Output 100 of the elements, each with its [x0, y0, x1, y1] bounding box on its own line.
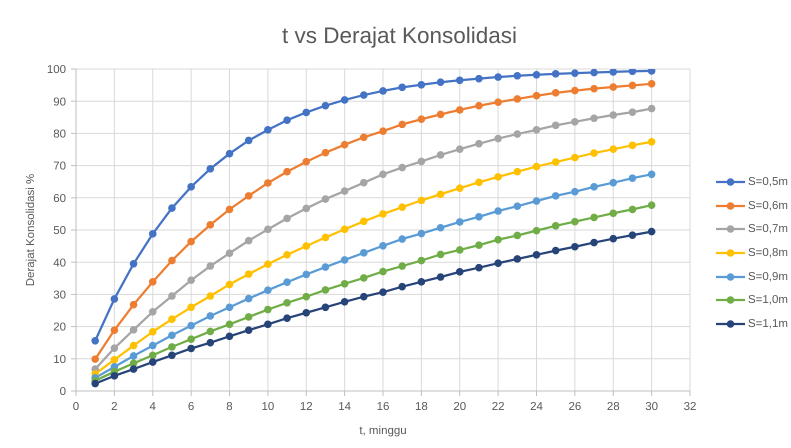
point [628, 206, 636, 214]
point [456, 184, 464, 192]
point [283, 214, 291, 222]
legend-label: S=0,9m [748, 270, 788, 283]
y-tick-label: 80 [53, 128, 66, 140]
point [398, 84, 406, 92]
point [168, 351, 176, 360]
point [130, 326, 138, 334]
point [302, 270, 310, 278]
legend-label: S=0,5m [748, 176, 788, 188]
point [475, 213, 483, 221]
point [379, 288, 387, 296]
point [91, 336, 99, 345]
point [494, 173, 502, 181]
point [148, 342, 157, 350]
point [302, 308, 310, 317]
point [379, 242, 387, 250]
y-tick-label: 40 [53, 257, 66, 270]
point [552, 158, 560, 166]
point [475, 178, 483, 186]
point [110, 326, 118, 334]
x-axis-title: t, minggu [359, 425, 407, 437]
point [514, 255, 522, 263]
point [264, 320, 272, 328]
point [456, 106, 464, 114]
point [514, 95, 522, 103]
point [456, 246, 464, 254]
point [648, 104, 656, 112]
legend-label: S=0,6m [748, 200, 788, 212]
point [206, 221, 214, 229]
x-tick-label: 22 [492, 401, 505, 414]
point [494, 236, 502, 244]
point [283, 116, 291, 124]
point [436, 78, 444, 86]
point [648, 69, 656, 75]
point [398, 120, 406, 128]
point [322, 102, 330, 110]
point [398, 203, 406, 211]
point [475, 102, 483, 110]
point [532, 226, 540, 234]
point [226, 249, 234, 257]
x-tick-label: 18 [414, 401, 428, 414]
point [244, 192, 252, 200]
point [340, 96, 348, 104]
point [110, 344, 118, 352]
point [264, 260, 272, 268]
point [187, 183, 195, 191]
point [322, 148, 330, 157]
point [436, 110, 444, 118]
point [475, 264, 483, 272]
point [418, 196, 426, 204]
point [456, 76, 464, 84]
legend-label: S=0,7m [748, 223, 788, 236]
point [494, 134, 502, 142]
point [360, 91, 368, 99]
point [648, 228, 656, 236]
point [379, 170, 387, 178]
point [360, 249, 368, 257]
point [436, 224, 444, 232]
point [283, 278, 291, 286]
point [264, 226, 272, 234]
point [302, 242, 310, 250]
point [379, 210, 387, 218]
point [206, 312, 214, 320]
point [552, 246, 560, 254]
point [514, 168, 522, 176]
point [360, 178, 368, 186]
point [648, 138, 656, 146]
point [130, 300, 138, 309]
point [187, 344, 195, 352]
point [322, 303, 330, 312]
point [609, 69, 618, 76]
point [436, 151, 444, 159]
x-tick-label: 6 [188, 401, 194, 414]
point [571, 242, 579, 251]
point [187, 335, 195, 343]
x-tick-label: 14 [338, 401, 352, 414]
legend-label: S=1,1m [748, 318, 788, 330]
point [283, 250, 291, 259]
point [418, 158, 426, 166]
point [552, 122, 560, 130]
point [628, 174, 636, 182]
point [418, 256, 426, 264]
point [91, 380, 99, 388]
point [244, 270, 252, 278]
point [244, 294, 252, 302]
point [571, 118, 579, 126]
point [340, 256, 348, 264]
point [187, 322, 195, 330]
point [264, 286, 272, 294]
point [110, 372, 118, 380]
point [398, 282, 406, 290]
point [302, 292, 310, 300]
point [360, 274, 368, 282]
point [168, 204, 176, 212]
point [475, 74, 483, 82]
point [494, 73, 502, 81]
point [379, 127, 387, 135]
point [226, 280, 234, 288]
y-tick-label: 20 [53, 322, 66, 334]
